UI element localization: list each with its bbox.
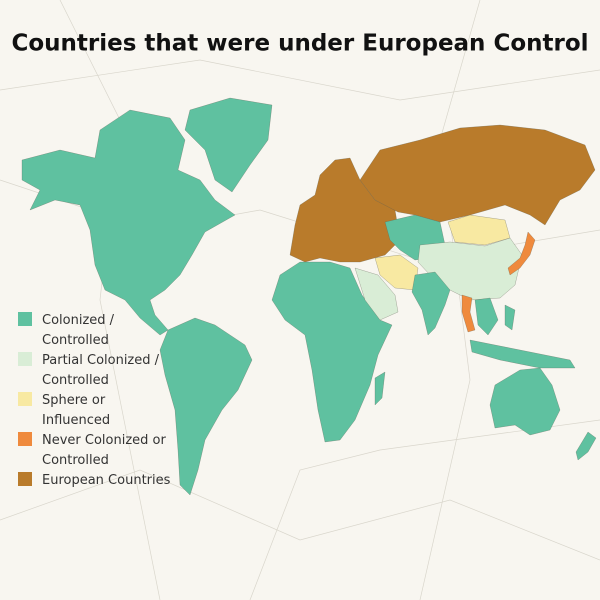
legend-swatch [18, 472, 32, 486]
legend-swatch [18, 392, 32, 406]
legend-label: Colonized / [42, 313, 115, 328]
japan [507, 231, 536, 276]
legend-label: Controlled [42, 373, 109, 388]
legend-label: Partial Colonized / [42, 353, 160, 368]
legend-swatch [18, 352, 32, 366]
legend-label: Influenced [42, 413, 110, 428]
north-america [21, 109, 236, 336]
thailand [461, 294, 476, 333]
southeast-asia [469, 297, 576, 369]
legend-swatch [18, 312, 32, 326]
legend-label: European Countries [42, 473, 171, 488]
india [411, 271, 451, 336]
madagascar [374, 371, 386, 406]
australia [489, 367, 561, 436]
legend-swatch [18, 432, 32, 446]
arabia [354, 267, 399, 321]
countries [21, 97, 597, 496]
greenland [184, 97, 273, 193]
legend: Colonized / Controlled Partial Colonized /… [18, 312, 171, 488]
legend-label: Controlled [42, 333, 109, 348]
new-zealand [575, 431, 597, 461]
map-title: Countries that were under European Contr… [11, 31, 588, 57]
legend-label: Controlled [42, 453, 109, 468]
south-america [159, 317, 253, 496]
legend-label: Sphere or [42, 393, 106, 408]
legend-label: Never Colonized or [42, 433, 166, 448]
mongolia [447, 214, 511, 246]
africa [271, 261, 393, 443]
